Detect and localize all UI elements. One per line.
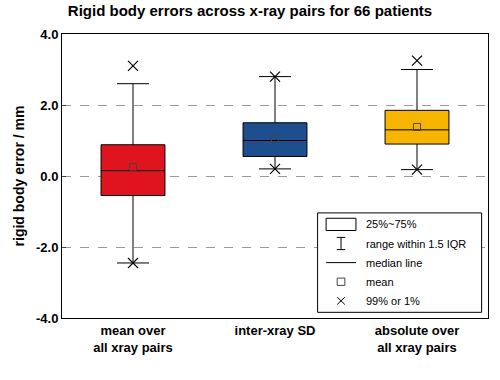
svg-text:Rigid body errors across x-ray: Rigid body errors across x-ray pairs for… [68,2,432,19]
svg-text:-2.0: -2.0 [36,240,58,255]
svg-text:mean: mean [366,276,394,288]
svg-text:4.0: 4.0 [40,27,58,42]
svg-text:mean overall xray pairs: mean overall xray pairs [93,323,173,355]
svg-text:2.0: 2.0 [40,98,58,113]
svg-text:inter-xray SD: inter-xray SD [235,323,316,338]
svg-text:median line: median line [366,257,422,269]
svg-text:range within 1.5 IQR: range within 1.5 IQR [366,238,466,250]
svg-text:25%~75%: 25%~75% [366,218,417,230]
svg-text:-4.0: -4.0 [36,311,58,326]
svg-text:99% or 1%: 99% or 1% [366,295,420,307]
svg-text:0.0: 0.0 [40,169,58,184]
svg-text:rigid body error / mm: rigid body error / mm [11,106,27,247]
svg-text:absolute overall xray pairs: absolute overall xray pairs [375,323,460,355]
